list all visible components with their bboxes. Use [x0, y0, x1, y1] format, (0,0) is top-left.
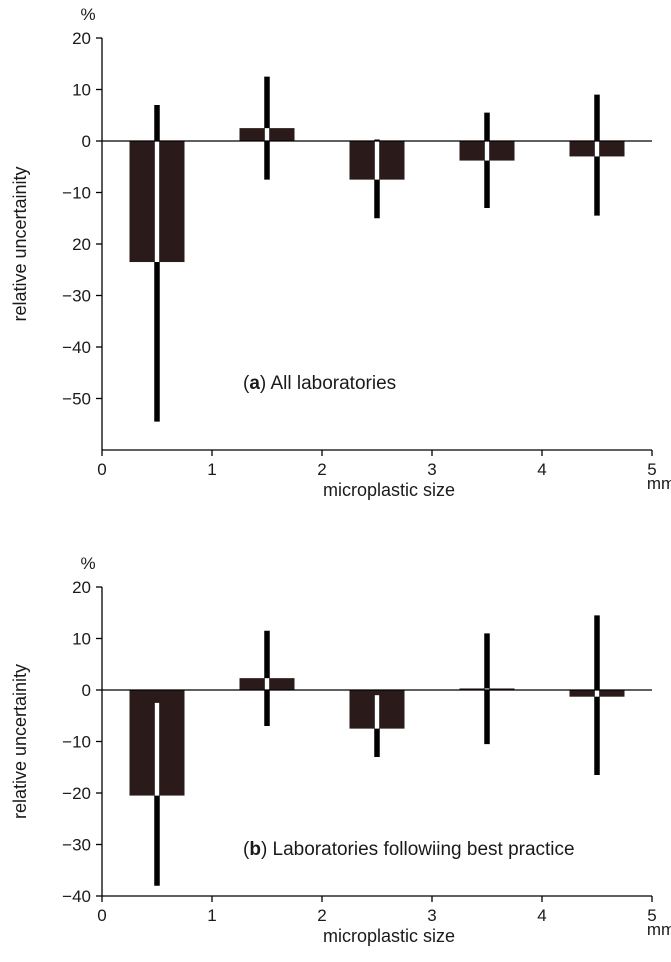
y-tick-label: 20	[72, 578, 91, 597]
x-tick-label: 3	[427, 906, 436, 925]
y-tick-label: −40	[62, 887, 91, 906]
x-tick-label: 1	[207, 460, 216, 479]
y-axis-title: relative uncertainity	[10, 166, 30, 321]
y-tick-label: −30	[62, 836, 91, 855]
x-unit-label: mm	[647, 474, 671, 493]
x-tick-label: 3	[427, 460, 436, 479]
y-tick-label: −50	[62, 390, 91, 409]
x-tick-label: 4	[537, 460, 546, 479]
x-tick-label: 0	[97, 460, 106, 479]
x-tick-label: 0	[97, 906, 106, 925]
x-tick-label: 1	[207, 906, 216, 925]
y-axis-title: relative uncertainity	[10, 664, 30, 819]
y-tick-label: −10	[62, 184, 91, 203]
y-unit-label: %	[80, 554, 95, 573]
y-tick-label: −20	[62, 784, 91, 803]
y-tick-label: 20	[72, 235, 91, 254]
y-unit-label: %	[80, 5, 95, 24]
y-tick-label: −30	[62, 287, 91, 306]
chart-panel-b: 20 10 0 −10 −20 −30 −40 0 1 2 3 4 5% mm microplastic s…	[10, 554, 671, 946]
x-tick-label: 5	[647, 906, 656, 925]
x-tick-label: 2	[317, 460, 326, 479]
y-tick-label: −10	[62, 733, 91, 752]
x-axis-title: microplastic size	[323, 480, 455, 500]
y-tick-label: 10	[72, 630, 91, 649]
panel-title: (b) Laboratories followiing best practic…	[243, 839, 575, 860]
x-tick-label: 4	[537, 906, 546, 925]
x-unit-label: mm	[647, 920, 671, 939]
x-tick-label: 2	[317, 906, 326, 925]
y-tick-label: 20	[72, 29, 91, 48]
y-tick-label: 0	[82, 132, 91, 151]
y-tick-label: 10	[72, 81, 91, 100]
y-tick-label: 0	[82, 681, 91, 700]
x-tick-label: 5	[647, 460, 656, 479]
panel-title: (a) All laboratories	[243, 373, 396, 394]
x-axis-title: microplastic size	[323, 926, 455, 946]
chart-panel-a: 20 10 0 −10 20 −30 −40 −50 0 1 2 3 4 5% mm microplastic…	[10, 5, 671, 500]
y-tick-label: −40	[62, 338, 91, 357]
